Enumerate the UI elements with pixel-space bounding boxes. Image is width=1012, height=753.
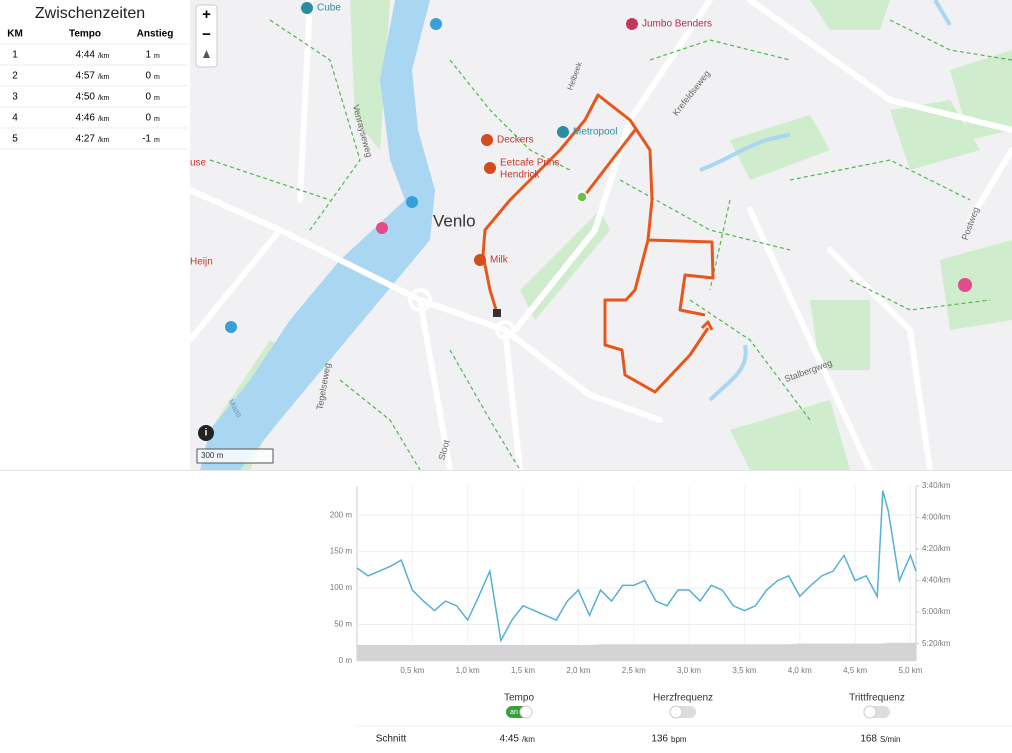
scale-label: 300 m (201, 451, 224, 460)
x-tick-label: 2,0 km (566, 666, 590, 675)
y2-tick-label: 4:40/km (922, 576, 951, 585)
summary-unit: S/min (880, 735, 900, 744)
y2-tick-label: 5:20/km (922, 639, 951, 648)
split-km: 2 (12, 71, 18, 82)
x-tick-label: 3,0 km (677, 666, 701, 675)
toggle-label: Herzfrequenz (653, 693, 713, 704)
y2-tick-label: 5:00/km (922, 607, 951, 616)
map-label: Metropool (573, 127, 617, 138)
roundabout (408, 288, 432, 312)
split-tempo-unit: /km (98, 53, 109, 60)
zoom-in[interactable]: + (202, 6, 211, 23)
split-climb-unit: m (154, 74, 160, 81)
split-km: 3 (12, 92, 18, 103)
map-label: Hendrick (500, 170, 540, 181)
roundabout (495, 320, 515, 340)
split-km: 4 (12, 113, 18, 124)
compass[interactable] (203, 50, 210, 58)
split-climb: 0 (145, 71, 151, 82)
map-label: Venlo (433, 211, 476, 230)
split-tempo-unit: /km (98, 137, 109, 144)
split-climb: 1 (145, 50, 151, 61)
summary-unit: bpm (671, 735, 687, 744)
map[interactable]: Cube Jumbo Benders Deckers Eetcafe Prins… (190, 0, 1012, 470)
route (481, 93, 715, 394)
y-tick-label: 200 m (330, 510, 353, 519)
x-tick-label: 1,5 km (511, 666, 535, 675)
x-tick-label: 4,5 km (843, 666, 867, 675)
column-header: Tempo (69, 29, 101, 40)
map-label: Jumbo Benders (642, 19, 712, 30)
split-tempo: 4:50 (76, 92, 96, 103)
split-climb: 0 (145, 113, 151, 124)
y-tick-label: 100 m (330, 583, 353, 592)
map-pois (225, 2, 972, 333)
summary-unit: /km (522, 735, 535, 744)
summary-value: 4:45 (500, 734, 520, 745)
x-tick-label: 4,0 km (788, 666, 812, 675)
x-tick-label: 2,5 km (622, 666, 646, 675)
map-label: Milk (490, 255, 509, 266)
toggle-knob (519, 705, 533, 719)
y2-tick-label: 4:20/km (922, 544, 951, 553)
column-header: KM (7, 29, 23, 40)
summary-value: 136 (651, 734, 668, 745)
split-climb-unit: m (154, 137, 160, 144)
split-tempo: 4:57 (76, 71, 96, 82)
info-button[interactable] (198, 425, 214, 441)
split-climb: 0 (145, 92, 151, 103)
splits-panel: Zwischenzeiten KM Tempo Anstieg 1 4:44/km… (0, 0, 190, 470)
water (699, 0, 952, 402)
splits-rows: 1 4:44/km 1 m2 4:57/km 0 m3 4:50/km 0 m4 4:46/km 0 m… (0, 43, 188, 150)
scale-bar (196, 448, 274, 464)
toggle-label: Trittfrequenz (849, 693, 905, 704)
summary-label: Schnitt (376, 734, 407, 745)
footpaths (209, 19, 1012, 470)
splits-title: Zwischenzeiten (35, 5, 145, 22)
x-tick-label: 5,0 km (898, 666, 922, 675)
roads (190, 0, 1012, 470)
toggle-knob (863, 705, 877, 719)
x-tick-label: 1,0 km (456, 666, 480, 675)
split-tempo-unit: /km (98, 95, 109, 102)
split-km: 1 (12, 50, 18, 61)
chart-panel: 0 m 50 m 100 m 150 m 200 m 3:40/km 4:00/km 4:20… (0, 470, 1012, 745)
column-header: Anstieg (137, 29, 174, 40)
split-tempo: 4:27 (76, 134, 96, 145)
split-tempo-unit: /km (98, 116, 109, 123)
toggle-label: Tempo (504, 693, 534, 704)
map-label: Cube (317, 3, 341, 14)
route-start (576, 191, 588, 203)
map-label: Eetcafe Prins (500, 158, 559, 169)
y-tick-label: 50 m (334, 620, 352, 629)
zoom-out[interactable]: − (202, 26, 211, 43)
map-label: use (190, 158, 207, 169)
toggle-state: an (510, 709, 518, 716)
river (200, 0, 435, 470)
toggle-knob (669, 705, 683, 719)
pace-line (356, 490, 917, 643)
map-label: Heijn (190, 257, 213, 268)
summary-value: 168 (860, 734, 877, 745)
zoom-controls: + − (195, 4, 218, 68)
split-climb-unit: m (154, 95, 160, 102)
split-tempo: 4:46 (76, 113, 96, 124)
y2-tick-label: 3:40/km (922, 481, 951, 490)
split-tempo-unit: /km (98, 74, 109, 81)
info-icon: i (205, 428, 208, 439)
map-label: Deckers (497, 135, 534, 146)
split-climb-unit: m (154, 53, 160, 60)
y2-tick-label: 4:00/km (922, 513, 951, 522)
split-climb: -1 (142, 134, 151, 145)
x-tick-label: 0,5 km (400, 666, 424, 675)
x-tick-label: 3,5 km (732, 666, 756, 675)
y-tick-label: 150 m (330, 547, 353, 556)
split-km: 5 (12, 134, 18, 145)
split-tempo: 4:44 (76, 50, 96, 61)
route-finish (493, 309, 501, 317)
split-climb-unit: m (154, 116, 160, 123)
elevation-area (357, 642, 916, 661)
y-tick-label: 0 m (339, 656, 353, 665)
